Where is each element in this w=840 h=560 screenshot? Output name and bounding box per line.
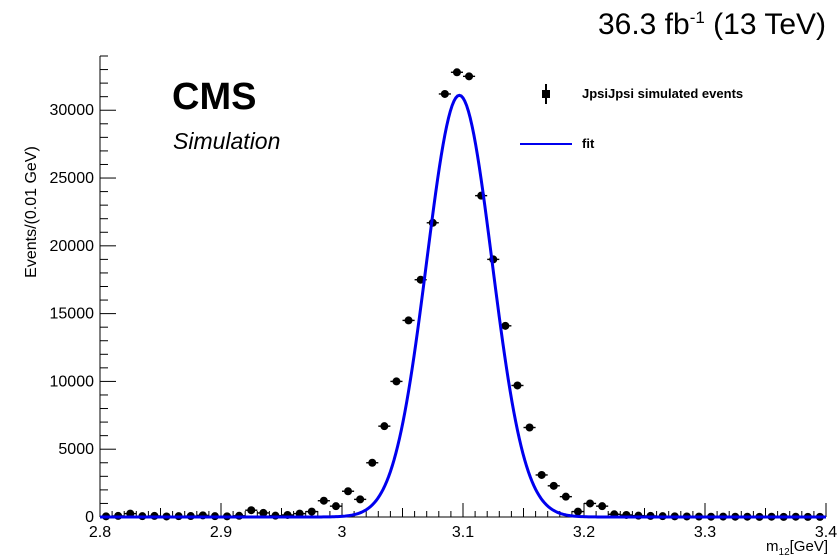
y-tick-label: 25000 (50, 170, 95, 187)
x-axis-label-main: m (766, 538, 779, 555)
data-point (547, 481, 560, 490)
data-marker (525, 423, 534, 432)
x-axis-label-sub: 12 (778, 547, 790, 558)
y-axis-label: Events/(0.01 GeV) (23, 146, 40, 278)
lumi-value: 36.3 fb (597, 8, 690, 41)
data-marker (392, 377, 401, 386)
data-point (559, 492, 572, 501)
y-tick-label: 30000 (50, 102, 95, 119)
data-point (366, 458, 379, 467)
data-point (475, 191, 488, 200)
data-point (305, 507, 318, 516)
data-marker (404, 316, 413, 325)
data-point (463, 72, 476, 81)
y-tick-label: 20000 (50, 238, 95, 255)
fit-curve (100, 93, 826, 519)
data-marker (598, 502, 607, 511)
energy-label: (13 TeV) (704, 8, 826, 41)
data-marker (247, 506, 256, 515)
x-tick-label: 3.3 (694, 524, 716, 541)
fit-curve-group (100, 93, 826, 519)
x-tick-label: 2.9 (210, 524, 232, 541)
data-marker (561, 492, 570, 501)
data-point (257, 508, 270, 517)
chart-tick-labels: 2.8 2.9 3 3.1 3.2 3.3 3.4 0 5000 10000 15000 20000 2… (50, 102, 838, 541)
data-marker (465, 72, 474, 81)
data-point (390, 377, 403, 386)
data-point (450, 68, 463, 77)
data-point (329, 502, 342, 511)
data-marker (549, 481, 558, 490)
data-marker (513, 381, 522, 390)
data-point (342, 487, 355, 496)
chart-axes (99, 55, 827, 518)
data-point (523, 423, 536, 432)
data-marker (259, 508, 268, 517)
y-tick-label: 5000 (58, 441, 94, 458)
data-marker (331, 502, 340, 511)
x-tick-label: 3.4 (815, 524, 837, 541)
simulation-label: Simulation (173, 128, 281, 154)
data-point (317, 496, 330, 505)
lumi-exponent: -1 (689, 8, 705, 27)
x-axis-label-unit: [GeV] (789, 538, 828, 555)
data-marker (319, 496, 328, 505)
data-marker (537, 470, 546, 479)
data-marker (368, 458, 377, 467)
legend-item-fit: fit (520, 130, 820, 160)
data-marker (356, 495, 365, 504)
legend-item-data: JpsiJpsi simulated events (520, 80, 820, 110)
data-point (584, 499, 597, 508)
luminosity-label: 36.3 fb-1 (13 TeV) (598, 8, 826, 42)
data-point (571, 507, 584, 516)
y-tick-label: 0 (85, 509, 94, 526)
x-tick-label: 2.8 (89, 524, 111, 541)
data-marker (307, 507, 316, 516)
data-marker (501, 321, 510, 330)
x-tick-label: 3.1 (452, 524, 474, 541)
y-tick-label: 10000 (50, 373, 95, 390)
data-point (596, 502, 609, 511)
legend-fit-label: fit (582, 136, 595, 151)
data-marker (344, 487, 353, 496)
legend-line-icon (520, 143, 572, 145)
experiment-label: CMS (172, 76, 257, 118)
data-point (354, 495, 367, 504)
data-marker (573, 507, 582, 516)
data-point (535, 470, 548, 479)
x-tick-label: 3 (338, 524, 347, 541)
data-point (378, 422, 391, 431)
data-point (402, 316, 415, 325)
data-marker (380, 422, 389, 431)
data-marker (440, 89, 449, 98)
data-point (438, 89, 451, 98)
data-marker (452, 68, 461, 77)
data-point (511, 381, 524, 390)
x-axis-label: m12[GeV] (766, 538, 828, 558)
data-point (245, 506, 258, 515)
legend-marker-icon (542, 90, 550, 98)
legend-data-label: JpsiJpsi simulated events (582, 86, 744, 101)
x-tick-label: 3.2 (573, 524, 595, 541)
y-tick-label: 15000 (50, 306, 95, 323)
data-marker (586, 499, 595, 508)
